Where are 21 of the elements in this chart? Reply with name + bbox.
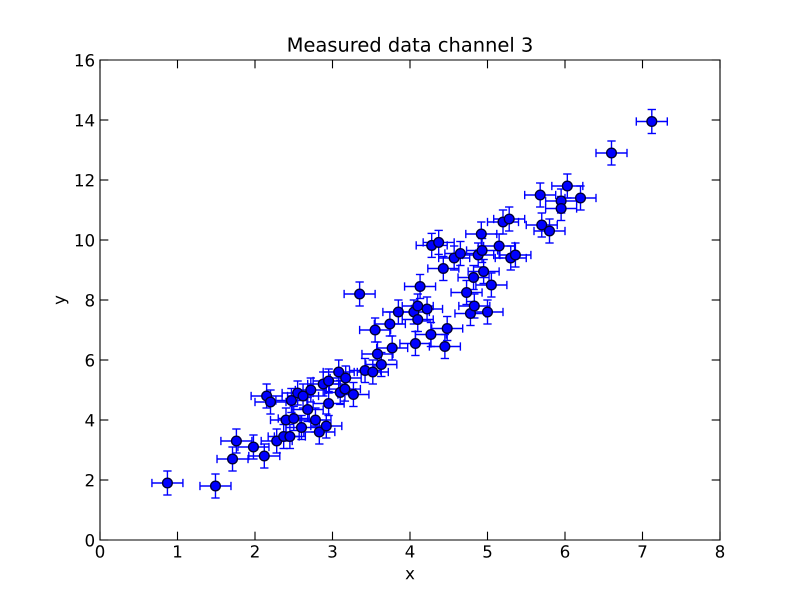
y-tick-label: 2 <box>86 474 94 486</box>
y-tick-label: 10 <box>76 234 94 247</box>
y-axis-title: y <box>56 296 68 304</box>
y-tick-label: 8 <box>86 294 94 307</box>
x-tick-label: 3 <box>328 545 336 558</box>
y-tick-label: 6 <box>86 354 94 367</box>
chart-title: Measured data channel 3 <box>288 36 532 52</box>
x-axis-title: x <box>406 570 414 580</box>
y-tick-label: 4 <box>85 414 94 426</box>
x-tick-label: 1 <box>174 545 182 558</box>
x-tick-label: 0 <box>96 545 104 558</box>
y-tick-label: 12 <box>76 174 94 186</box>
x-tick-label: 4 <box>406 545 414 558</box>
x-tick-label: 2 <box>250 545 259 558</box>
x-tick-label: 8 <box>716 545 724 558</box>
x-tick-label: 6 <box>560 545 570 558</box>
y-tick-label: 0 <box>86 534 94 547</box>
x-tick-label: 5 <box>483 545 492 558</box>
y-tick-label: 16 <box>76 54 94 67</box>
y-tick-label: 14 <box>76 114 94 126</box>
x-tick-label: 7 <box>638 545 646 558</box>
